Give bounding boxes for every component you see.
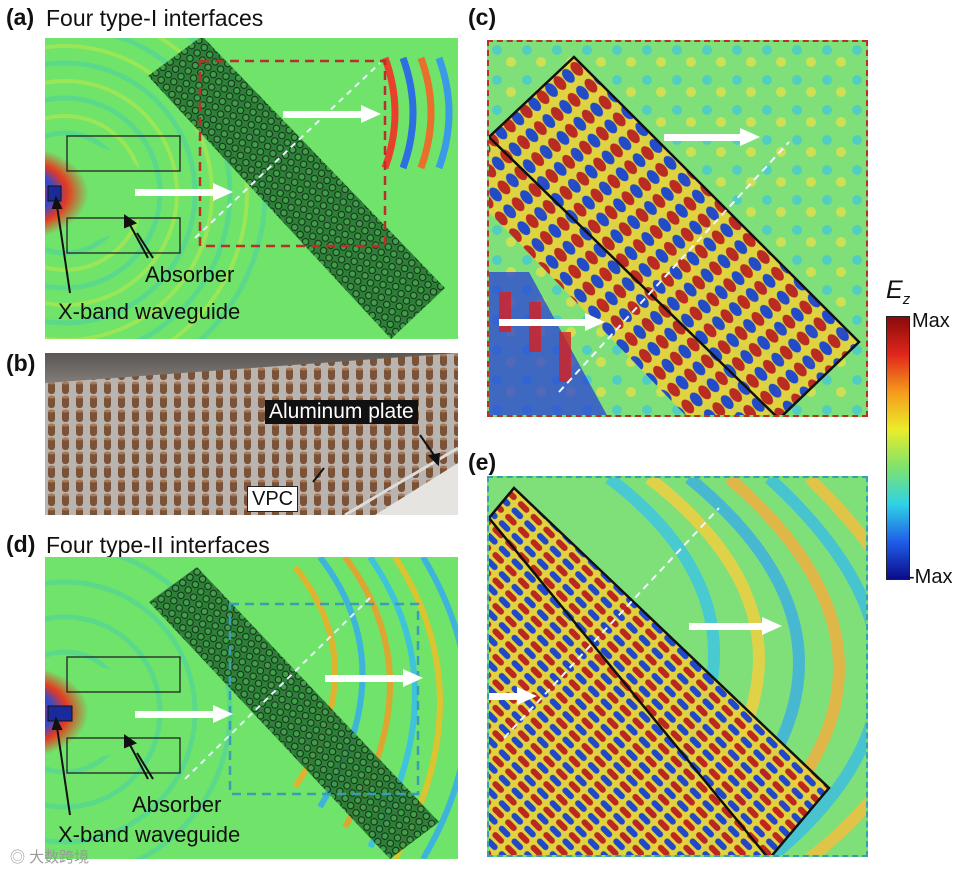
vpc-label: VPC [247, 486, 299, 512]
panel-a-title: Four type-I interfaces [46, 5, 264, 31]
panel-c-field-zoom [487, 40, 868, 417]
panel-d-zoom-box [228, 602, 420, 796]
panel-a-label: (a) [6, 4, 35, 30]
panel-d-absorber-label: Absorber [132, 792, 222, 817]
panel-a-simulation [45, 38, 458, 339]
colorbar-subscript: z [902, 291, 911, 308]
panel-b-pointers [312, 434, 441, 483]
panel-d-waveguide [47, 705, 73, 722]
panel-d-field-map [45, 557, 458, 859]
panel-a-absorber-label: Absorber [145, 262, 235, 287]
panel-e-field-zoom [487, 476, 868, 857]
colorbar-min-label: -Max [908, 566, 953, 588]
panel-d-simulation [45, 557, 458, 859]
panel-b-label: (b) [6, 350, 36, 376]
panel-d-absorber-bottom [66, 737, 181, 774]
panel-a-absorber-bottom [66, 217, 181, 254]
panel-d-vpc-strip [149, 567, 439, 859]
panel-a-zoom-box [198, 59, 387, 248]
panel-c-label: (c) [468, 4, 497, 30]
colorbar-symbol: E [886, 276, 903, 304]
colorbar [886, 316, 910, 580]
watermark-logo-icon: ◎ [10, 849, 30, 866]
panel-a-vpc-strip [148, 38, 445, 339]
aluminum-plate-label: Aluminum plate [265, 400, 418, 424]
panel-a-field-map [45, 38, 458, 339]
panel-a-absorber-top [66, 135, 181, 172]
panel-e-simulation [489, 478, 866, 855]
panel-c-vpc-outline [489, 55, 861, 415]
panel-d-title: Four type-II interfaces [46, 532, 270, 558]
panel-d-absorber-top [66, 656, 181, 693]
panel-d-label: (d) [6, 531, 36, 557]
panel-e-label: (e) [468, 449, 497, 475]
watermark-text: 大数跨境 [29, 849, 90, 866]
colorbar-max-label: Max [912, 310, 950, 332]
panel-e-vpc-outline [489, 486, 831, 855]
watermark: ◎ 大数跨境 [10, 846, 89, 867]
panel-d-waveguide-label: X-band waveguide [58, 822, 241, 847]
colorbar-title: Ez [886, 276, 910, 308]
panel-a-waveguide [47, 185, 62, 202]
panel-a-waveguide-label: X-band waveguide [58, 299, 241, 324]
panel-c-simulation [489, 42, 866, 415]
vpc-photo-pillars [45, 353, 458, 515]
